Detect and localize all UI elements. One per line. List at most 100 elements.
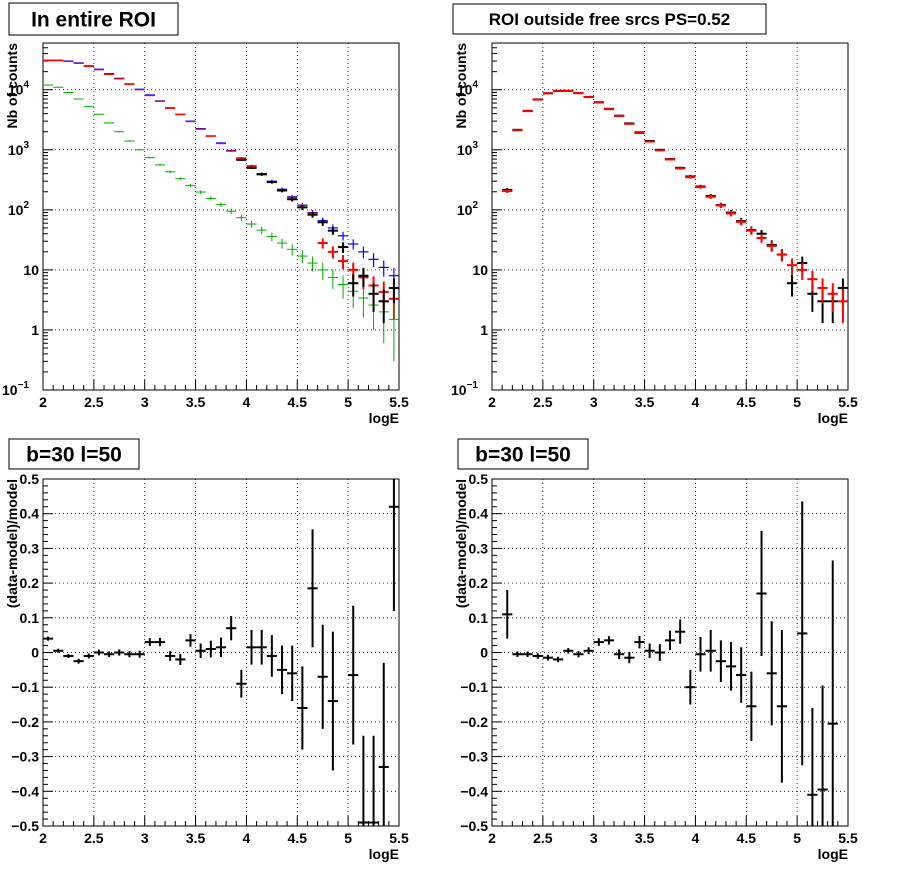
y-tick-label: 10−1 (451, 380, 478, 398)
x-tick-label: 5 (793, 830, 801, 846)
y-tick-label: −0.3 (11, 749, 39, 765)
data-point (553, 91, 563, 92)
chart-title: b=30 l=50 (26, 444, 122, 467)
y-tick-label: 0 (31, 645, 39, 661)
data-point (512, 130, 522, 131)
data-point (533, 99, 543, 100)
data-point (63, 92, 73, 93)
data-point (84, 106, 94, 107)
y-tick-label: 1 (480, 322, 488, 338)
x-tick-label: 2 (39, 394, 47, 410)
y-tick-label: 0.3 (20, 540, 40, 556)
x-tick-label: 5.5 (389, 830, 409, 846)
y-tick-label: 10−1 (2, 380, 29, 398)
data-point (675, 167, 685, 169)
x-tick-label: 4 (243, 394, 251, 410)
x-tick-label: 4.5 (288, 830, 308, 846)
x-tick-label: 2.5 (533, 830, 553, 846)
data-point (543, 93, 553, 94)
x-axis-title: logE (818, 846, 848, 862)
x-tick-label: 3 (141, 830, 149, 846)
y-tick-label: 0.5 (20, 471, 40, 487)
x-tick-label: 5.5 (838, 830, 858, 846)
y-tick-label: −0.2 (11, 714, 39, 730)
y-tick-label: 0.1 (469, 610, 489, 626)
y-tick-label: −0.5 (11, 818, 39, 834)
x-tick-label: 4 (692, 830, 700, 846)
x-tick-label: 3.5 (186, 394, 206, 410)
chart-title: ROI outside free srcs PS=0.52 (489, 10, 730, 29)
y-tick-label: 10 (23, 262, 39, 278)
data-point (584, 97, 594, 98)
y-tick-label: −0.4 (11, 783, 39, 799)
data-point (573, 93, 583, 94)
y-tick-label: −0.3 (460, 749, 488, 765)
data-point (114, 131, 124, 132)
x-tick-label: 4 (692, 394, 700, 410)
x-tick-label: 3.5 (635, 394, 655, 410)
y-tick-label: −0.4 (460, 783, 488, 799)
x-tick-label: 5.5 (389, 394, 409, 410)
chart-title: b=30 l=50 (475, 444, 571, 467)
x-tick-label: 2 (488, 830, 496, 846)
data-point (104, 122, 114, 123)
y-tick-label: 0.2 (20, 575, 40, 591)
y-tick-label: 0 (480, 645, 488, 661)
x-tick-label: 5 (793, 394, 801, 410)
data-point (236, 159, 246, 161)
x-tick-label: 3 (590, 830, 598, 846)
y-tick-label: −0.2 (460, 714, 488, 730)
y-tick-label: 1 (31, 322, 39, 338)
y-tick-label: 102 (8, 200, 30, 218)
x-tick-label: 3.5 (186, 830, 206, 846)
data-point (614, 116, 624, 117)
data-point (175, 114, 185, 115)
data-point (206, 136, 216, 137)
data-point (124, 140, 134, 141)
data-point (665, 158, 675, 160)
x-tick-label: 5.5 (838, 394, 858, 410)
y-tick-label: 102 (457, 200, 479, 218)
data-point (634, 132, 644, 133)
data-point (94, 114, 104, 115)
chart-title: In entire ROI (31, 9, 156, 32)
x-tick-label: 3.5 (635, 830, 655, 846)
y-tick-label: 103 (8, 140, 30, 158)
y-tick-label: −0.5 (460, 818, 488, 834)
y-axis-title: Nb of counts (4, 43, 20, 129)
y-tick-label: 0.2 (469, 575, 489, 591)
x-tick-label: 4.5 (737, 394, 757, 410)
x-tick-label: 3 (141, 394, 149, 410)
plot-frame (492, 479, 848, 826)
data-point (624, 123, 634, 124)
x-tick-label: 2 (39, 830, 47, 846)
x-axis-title: logE (369, 846, 399, 862)
x-tick-label: 3 (590, 394, 598, 410)
x-tick-label: 2 (488, 394, 496, 410)
data-point (165, 108, 175, 109)
y-axis-title: (data-model)/model (4, 479, 20, 608)
x-tick-label: 2.5 (84, 830, 104, 846)
y-tick-label: 103 (457, 140, 479, 158)
data-point (135, 89, 145, 90)
data-point (145, 95, 155, 96)
data-point (246, 167, 256, 169)
x-tick-label: 2.5 (84, 394, 104, 410)
y-axis-title: Nb of counts (453, 43, 469, 129)
x-tick-label: 5 (344, 394, 352, 410)
data-point (645, 141, 655, 142)
data-point (563, 91, 573, 92)
plot-frame (43, 43, 399, 390)
x-tick-label: 4 (243, 830, 251, 846)
data-point (257, 173, 267, 176)
data-point (155, 101, 165, 102)
x-tick-label: 5 (344, 830, 352, 846)
y-tick-label: 10 (472, 262, 488, 278)
x-tick-label: 2.5 (533, 394, 553, 410)
y-tick-label: 0.1 (20, 610, 40, 626)
data-point (216, 143, 226, 144)
